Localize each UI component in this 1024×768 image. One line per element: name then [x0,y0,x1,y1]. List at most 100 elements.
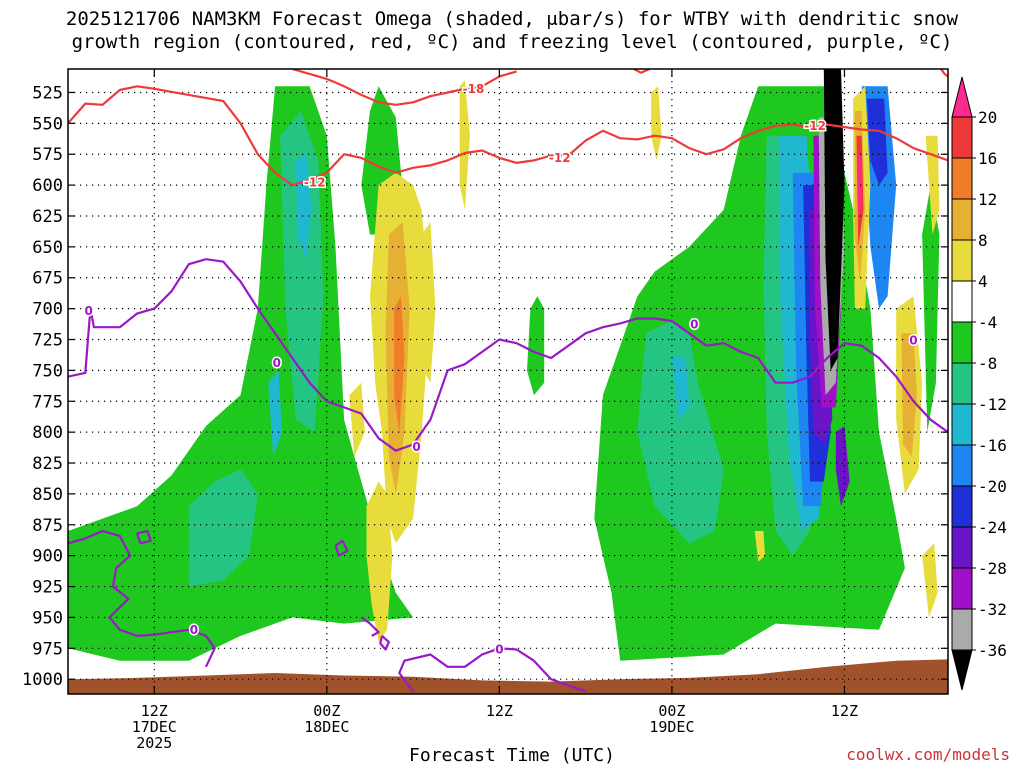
x-tick-label: 12Z [486,702,513,720]
colorbar-bin [951,567,973,610]
colorbar-tick-label: -24 [978,518,1007,537]
colorbar-bin [951,649,973,691]
y-tick-label: 775 [32,392,63,412]
y-tick-label: 800 [32,423,63,443]
dgz-contour-line [292,69,517,106]
omega-region [366,481,393,643]
dgz-contour-label: -12 [549,151,571,165]
colorbar-bin [951,116,973,159]
omega-region [922,543,938,618]
omega-region [268,370,282,457]
y-tick-label: 750 [32,361,63,381]
omega-region [349,382,365,457]
ground-fill [68,659,948,694]
y-tick-label: 975 [32,639,63,659]
colorbar-tick-label: -16 [978,436,1007,455]
y-tick-label: 575 [32,145,63,165]
colorbar-bin [951,526,973,569]
colorbar-bin [951,157,973,200]
x-axis-label: Forecast Time (UTC) [409,745,615,766]
y-tick-label: 650 [32,238,63,258]
colorbar-tick-label: 4 [978,272,988,291]
freezing-contour-line [68,529,216,668]
x-tick-label: 19DEC [649,718,694,736]
plot-area: -12 -12 -12 -18 0 0 0 0 0 0 0 525 550 575 600 625 650 675… [22,68,949,752]
x-tick-label: 2025 [136,734,172,752]
freezing-contour-line [379,635,390,651]
y-tick-label: 825 [32,454,63,474]
colorbar-bin [951,239,973,282]
omega-region [671,358,690,420]
omega-region [421,222,436,383]
dgz-contour-line [68,85,948,187]
colorbar-tick-label: -12 [978,395,1007,414]
omega-region [527,296,545,396]
freezing-contour-label: 0 [495,643,503,657]
dgz-contour-line [633,69,650,74]
colorbar-tick-label: -28 [978,559,1007,578]
y-tick-label: 625 [32,207,63,227]
colorbar-tick-label: 12 [978,190,997,209]
omega-region [68,86,414,661]
colorbar-bin [951,362,973,405]
omega-region [394,296,405,433]
colorbar-tick-label: -8 [978,354,997,373]
colorbar-tick-label: -36 [978,641,1007,660]
y-tick-label: 850 [32,485,63,505]
y-tick-label: 525 [32,83,63,103]
y-tick-label: 925 [32,578,63,598]
freezing-contour-line [68,258,948,452]
x-tick-label: 12Z [141,702,168,720]
colorbar-bin [951,403,973,446]
x-tick-label: 17DEC [132,718,177,736]
x-tick-label: 12Z [831,702,858,720]
x-tick-label: 00Z [313,702,340,720]
chart-title-line-2: growth region (contoured, red, ºC) and f… [71,31,953,53]
colorbar-tick-label: -32 [978,600,1007,619]
colorbar-bin [951,321,973,364]
colorbar-bin [951,608,973,651]
colorbar-bin [951,76,973,118]
y-tick-label: 700 [32,300,63,320]
omega-region [857,154,862,216]
colorbar-tick-label: 8 [978,231,988,250]
dgz-contour-label: -12 [804,119,826,133]
colorbar-tick-label: 20 [978,108,997,127]
colorbar-tick-label: -20 [978,477,1007,496]
colorbar-bin [951,485,973,528]
freezing-contour-label: 0 [273,356,281,370]
y-tick-label: 875 [32,516,63,536]
x-tick-label: 18DEC [304,718,349,736]
dgz-contour-label: -18 [463,82,485,96]
y-tick-label: 950 [32,608,63,628]
omega-region [823,69,845,371]
freezing-contour-label: 0 [690,318,698,332]
freezing-contour-label: 0 [85,304,93,318]
y-tick-label: 725 [32,331,63,351]
omega-region [754,531,766,562]
omega-region [866,98,888,186]
plot-content: -12 -12 -12 -18 0 0 0 0 0 0 0 [68,69,948,694]
colorbar-bin [951,198,973,241]
freezing-contour-line [135,529,152,545]
colorbar: 20 16 12 8 4 -4 -8 -12 -16 -20 -24 -28 -32 -36 [951,76,1007,691]
omega-region [280,111,324,433]
colorbar-bin [951,280,973,323]
y-tick-label: 1000 [22,670,63,690]
colorbar-tick-label: -4 [978,313,997,332]
y-tick-label: 900 [32,547,63,567]
source-credit: coolwx.com/models [846,745,1010,764]
freezing-contour-line [360,616,380,637]
colorbar-bin [951,444,973,487]
chart-title-line-1: 2025121706 NAM3KM Forecast Omega (shaded… [65,8,959,30]
y-tick-label: 600 [32,176,63,196]
freezing-contour-line [334,539,349,557]
freezing-contour-label: 0 [909,334,917,348]
freezing-contour-line [398,647,586,693]
omega-region [459,80,470,210]
freezing-contour-label: 0 [190,623,198,637]
x-tick-label: 00Z [658,702,685,720]
dgz-contour-line [940,69,948,78]
freezing-contour-label: 0 [412,440,420,454]
